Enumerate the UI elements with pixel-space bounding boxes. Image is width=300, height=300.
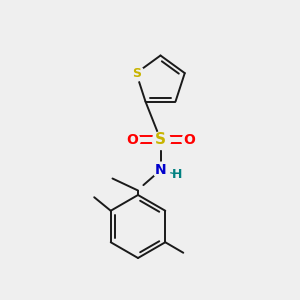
Text: O: O — [183, 133, 195, 146]
Text: S: S — [155, 132, 166, 147]
Text: O: O — [126, 133, 138, 146]
Text: N: N — [155, 163, 166, 176]
Text: H: H — [172, 168, 182, 182]
Text: S: S — [132, 67, 141, 80]
